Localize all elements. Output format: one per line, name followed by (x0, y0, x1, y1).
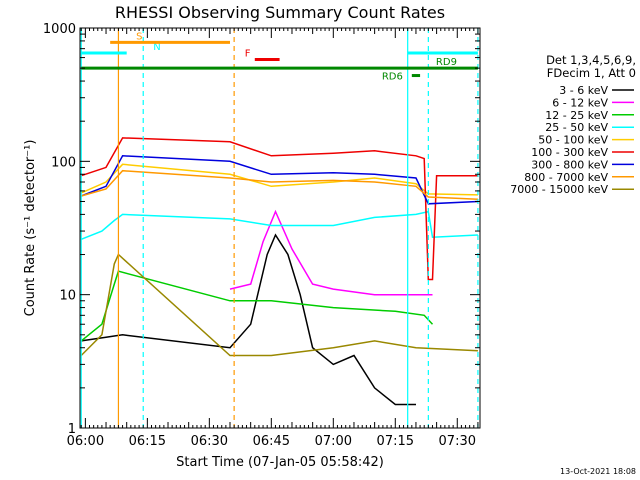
flag-label-rd6: RD6 (382, 72, 403, 83)
legend-label-8: 7000 - 15000 keV (510, 183, 608, 196)
legend-header-1: FDecim 1, Att 0 (547, 66, 636, 80)
series-line-5 (80, 137, 478, 281)
y-tick-label-1: 1 (68, 422, 76, 437)
x-tick-label-6: 07:30 (439, 434, 476, 449)
legend-label-7: 800 - 7000 keV (524, 171, 608, 184)
y-tick-label-1000: 1000 (43, 22, 76, 37)
series-line-1 (229, 209, 433, 296)
x-tick-label-5: 07:15 (377, 434, 414, 449)
timestamp: 13-Oct-2021 18:08 (560, 467, 636, 476)
series-line-3 (80, 210, 478, 240)
legend-label-4: 50 - 100 keV (538, 134, 608, 147)
flag-label-rd9: RD9 (436, 57, 457, 68)
y-axis-label: Count Rate (s⁻¹ detector⁻¹) (23, 140, 38, 317)
series-line-8 (80, 253, 478, 357)
x-tick-label-0: 06:00 (67, 434, 104, 449)
legend-label-3: 25 - 50 keV (545, 121, 608, 134)
legend-label-1: 6 - 12 keV (552, 96, 608, 109)
x-tick-label-3: 06:45 (253, 434, 290, 449)
legend-label-0: 3 - 6 keV (559, 84, 608, 97)
series-line-4 (80, 163, 478, 196)
x-axis-label: Start Time (07-Jan-05 05:58:42) (176, 455, 384, 470)
legend-label-2: 12 - 25 keV (545, 109, 608, 122)
x-tick-label-2: 06:30 (191, 434, 228, 449)
flag-label-s: S (136, 31, 142, 42)
legend-header-0: Det 1,3,4,5,6,9, (546, 53, 636, 67)
x-tick-label-1: 06:15 (129, 434, 166, 449)
series-line-0 (81, 233, 416, 406)
flag-label-f: F (245, 49, 251, 60)
legend-label-5: 100 - 300 keV (531, 146, 608, 159)
y-tick-label-10: 10 (59, 289, 76, 304)
series-layer (80, 137, 478, 406)
series-line-2 (80, 270, 434, 342)
legend: Det 1,3,4,5,6,9,FDecim 1, Att 0 3 - 6 keV… (510, 53, 636, 196)
legend-label-6: 300 - 800 keV (531, 158, 608, 171)
flag-label-n: N (153, 42, 160, 53)
series-line-7 (80, 169, 478, 200)
y-tick-label-100: 100 (51, 155, 76, 170)
x-tick-label-4: 07:00 (315, 434, 352, 449)
annotation-layer: N RD9 RD6 S F (80, 28, 479, 428)
chart-title: RHESSI Observing Summary Count Rates (115, 3, 445, 22)
x-axis-ticks: 06:00 06:15 06:30 06:45 07:00 07:15 07:30 (67, 28, 479, 449)
y-axis-ticks: 1 10 100 1000 (43, 22, 480, 437)
